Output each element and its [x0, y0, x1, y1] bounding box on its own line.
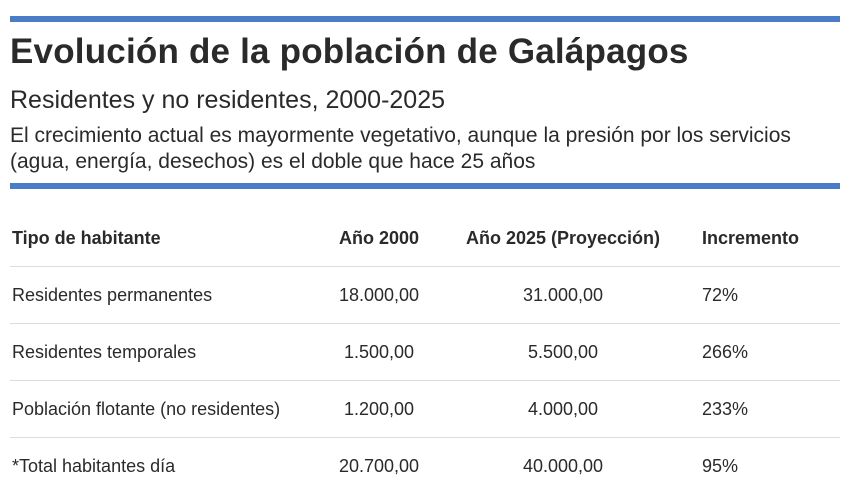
header-incremento: Incremento	[702, 228, 800, 248]
page-title: Evolución de la población de Galápagos	[10, 32, 689, 71]
row-label: *Total habitantes día	[12, 456, 176, 476]
row-value-2025: 40.000,00	[522, 456, 604, 476]
table-row: Residentes temporales 1.500,00 5.500,00 …	[10, 324, 840, 381]
row-increment: 72%	[702, 285, 739, 305]
row-increment: 233%	[702, 399, 749, 419]
row-value-2000: 18.000,00	[338, 285, 420, 305]
page-subtitle: Residentes y no residentes, 2000-2025	[10, 86, 446, 114]
row-label: Residentes permanentes	[12, 285, 213, 305]
row-increment: 266%	[702, 342, 749, 362]
table-row: Población flotante (no residentes) 1.200…	[10, 381, 840, 438]
population-table: Tipo de habitante Año 2000 Año 2025 (Pro…	[10, 210, 840, 494]
header-tipo: Tipo de habitante	[12, 228, 161, 248]
row-label: Residentes temporales	[12, 342, 197, 362]
row-value-2000: 20.700,00	[338, 456, 420, 476]
header-ano-2000: Año 2000	[338, 228, 420, 248]
header-ano-2025: Año 2025 (Proyección)	[465, 228, 661, 248]
top-accent-rule	[10, 16, 840, 22]
middle-accent-rule	[10, 183, 840, 189]
row-value-2000: 1.200,00	[343, 399, 415, 419]
row-value-2025: 4.000,00	[527, 399, 599, 419]
row-value-2000: 1.500,00	[343, 342, 415, 362]
table-row: Residentes permanentes 18.000,00 31.000,…	[10, 267, 840, 324]
row-value-2025: 5.500,00	[527, 342, 599, 362]
table-header-row: Tipo de habitante Año 2000 Año 2025 (Pro…	[10, 210, 840, 267]
row-increment: 95%	[702, 456, 739, 476]
row-label: Población flotante (no residentes)	[12, 399, 281, 419]
page-description: El crecimiento actual es mayormente vege…	[10, 124, 791, 173]
table-row-total: *Total habitantes día 20.700,00 40.000,0…	[10, 438, 840, 494]
row-value-2025: 31.000,00	[522, 285, 604, 305]
